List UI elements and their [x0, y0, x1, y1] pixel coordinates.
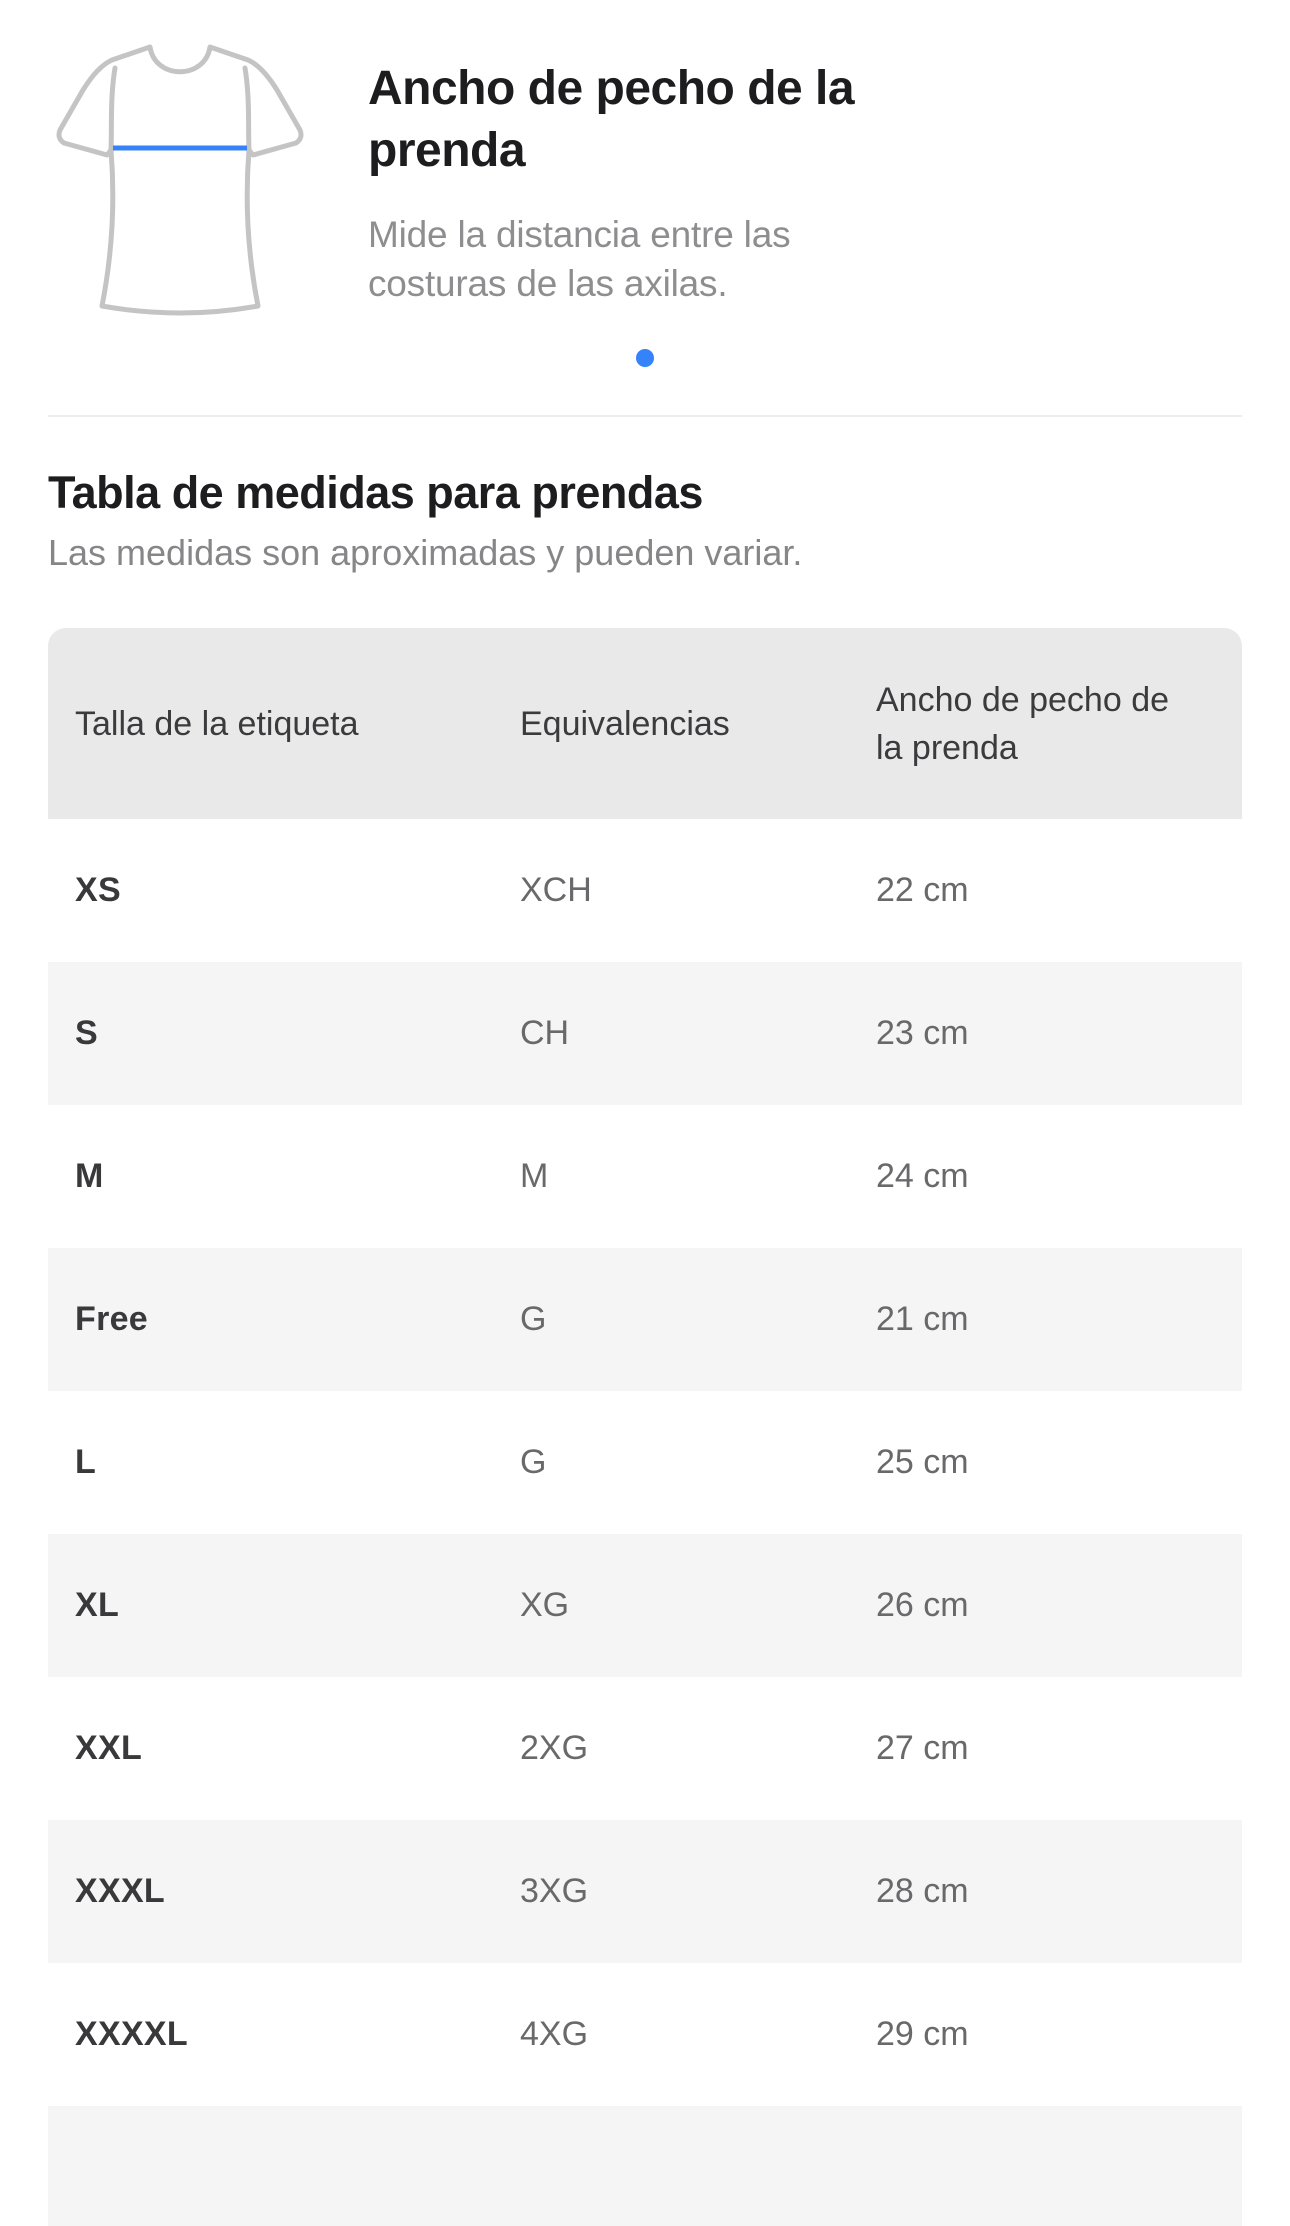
cell-label-size: XS: [75, 871, 121, 909]
column-header-chest-width: Ancho de pecho de la prenda: [876, 680, 1170, 767]
section-divider: [48, 415, 1242, 417]
column-header-equivalence: Equivalencias: [520, 704, 730, 743]
table-body: XS XCH 22 cm S CH 23 cm M M 24 cm Free G…: [48, 819, 1242, 2106]
table-row: XXXXL 4XG 29 cm: [48, 1963, 1242, 2106]
cell-label-size: M: [75, 1157, 104, 1195]
table-header-row: Talla de la etiqueta Equivalencias Ancho…: [48, 628, 1242, 819]
table-row: Free G 21 cm: [48, 1248, 1242, 1391]
cell-label-size: XXXL: [75, 1872, 166, 1910]
cell-label-size: S: [75, 1014, 98, 1052]
cell-equivalence: XG: [520, 1586, 570, 1624]
cell-equivalence: G: [520, 1443, 547, 1481]
cell-equivalence: G: [520, 1300, 547, 1338]
column-header-label-size: Talla de la etiqueta: [75, 704, 359, 743]
cell-chest-width: 23 cm: [876, 1014, 969, 1052]
table-row: M M 24 cm: [48, 1105, 1242, 1248]
cell-chest-width: 29 cm: [876, 2015, 969, 2053]
cell-equivalence: M: [520, 1157, 549, 1195]
cell-equivalence: CH: [520, 1014, 570, 1052]
table-row-partial: [48, 2106, 1242, 2226]
cell-label-size: XXXXL: [75, 2015, 188, 2053]
table-row: XL XG 26 cm: [48, 1534, 1242, 1677]
size-guide-screen: { "accent_color": "#3483fa", "carousel":…: [0, 0, 1290, 2053]
cell-chest-width: 26 cm: [876, 1586, 969, 1624]
page-subtitle: Las medidas son aproximadas y pueden var…: [48, 532, 803, 573]
size-table-header: Tabla de medidas para prendas Las medida…: [48, 466, 1242, 576]
cell-label-size: Free: [75, 1300, 149, 1338]
cell-label-size: XL: [75, 1586, 120, 1624]
cell-label-size: L: [75, 1443, 97, 1481]
cell-chest-width: 25 cm: [876, 1443, 969, 1481]
measurements-table: Talla de la etiqueta Equivalencias Ancho…: [48, 628, 1242, 2226]
cell-chest-width: 24 cm: [876, 1157, 969, 1195]
table-row: XS XCH 22 cm: [48, 819, 1242, 962]
table-row: S CH 23 cm: [48, 962, 1242, 1105]
page-title: Tabla de medidas para prendas: [48, 467, 703, 518]
table-row: L G 25 cm: [48, 1391, 1242, 1534]
cell-equivalence: 3XG: [520, 1872, 589, 1910]
cell-equivalence: XCH: [520, 871, 592, 909]
measure-description: Mide la distancia entre las costuras de …: [368, 214, 791, 304]
cell-equivalence: 2XG: [520, 1729, 589, 1767]
table-row: XXXL 3XG 28 cm: [48, 1820, 1242, 1963]
cell-chest-width: 27 cm: [876, 1729, 969, 1767]
cell-chest-width: 28 cm: [876, 1872, 969, 1910]
table-row: XXL 2XG 27 cm: [48, 1677, 1242, 1820]
carousel-page-indicator: [0, 349, 1290, 367]
cell-equivalence: 4XG: [520, 2015, 589, 2053]
cell-chest-width: 22 cm: [876, 871, 969, 909]
cell-label-size: XXL: [75, 1729, 143, 1767]
carousel-dot-active[interactable]: [636, 349, 654, 367]
measurement-carousel-slide[interactable]: Ancho de pecho de la prenda Mide la dist…: [0, 0, 1290, 340]
cell-chest-width: 21 cm: [876, 1300, 969, 1338]
tshirt-chest-width-icon: [56, 44, 304, 316]
measure-title: Ancho de pecho de la prenda: [368, 62, 855, 177]
